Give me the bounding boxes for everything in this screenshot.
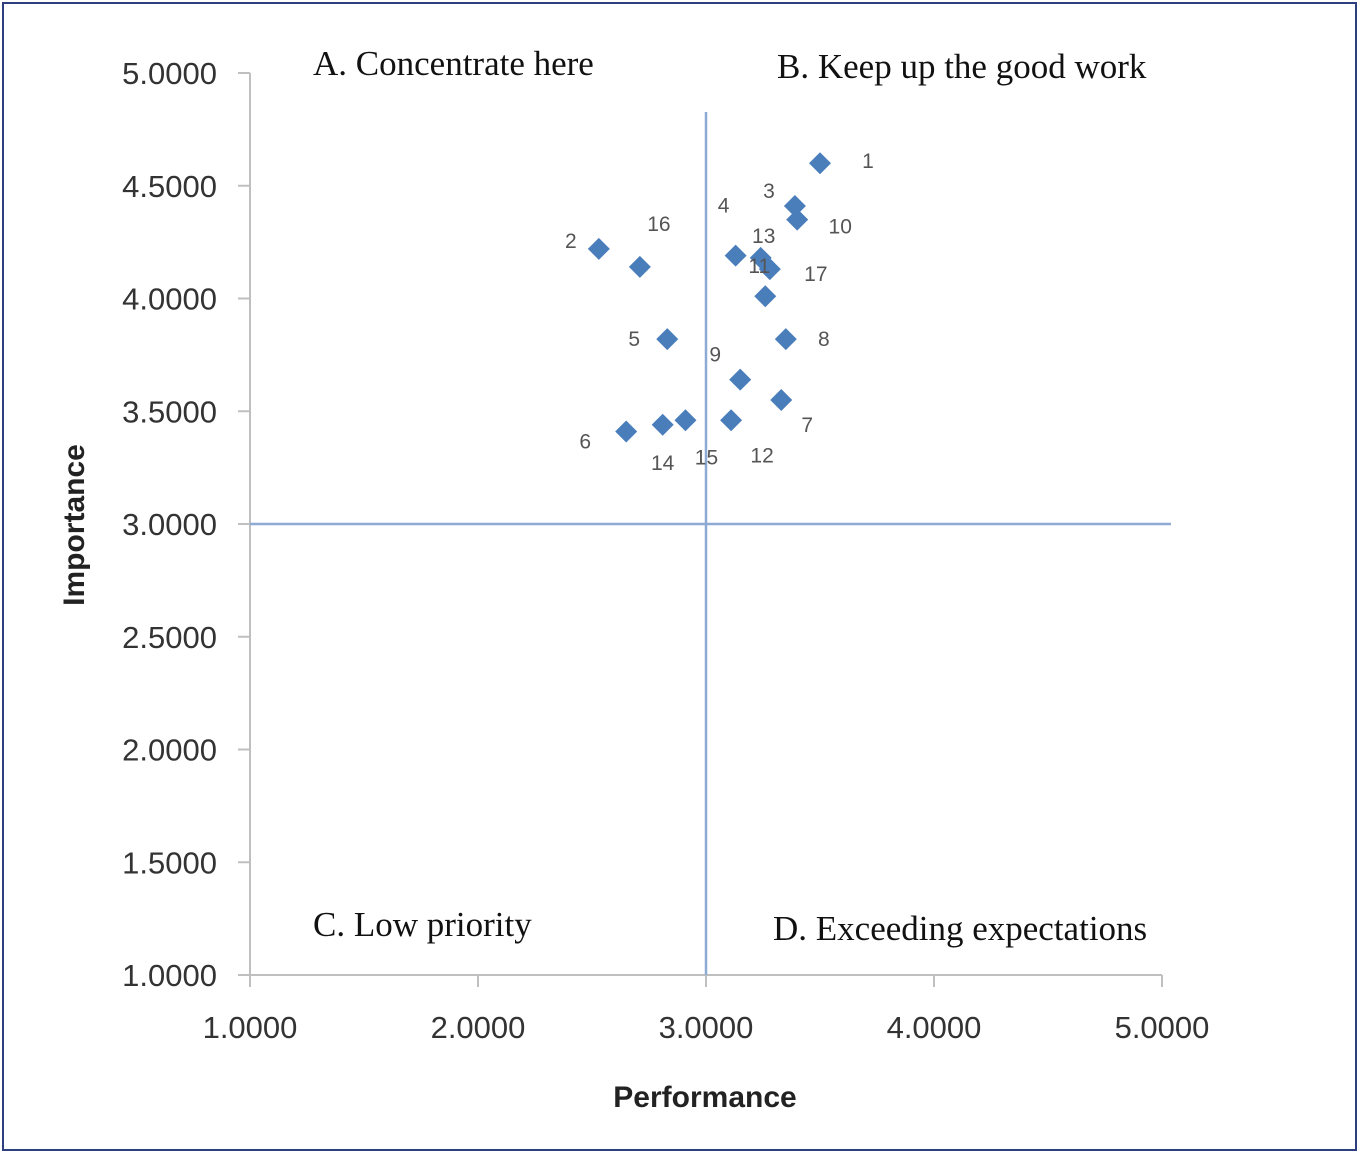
data-point-marker xyxy=(720,409,743,432)
y-tick-label: 1.0000 xyxy=(122,958,217,993)
data-point-marker xyxy=(758,258,781,281)
x-tick-label: 5.0000 xyxy=(1115,1010,1210,1045)
x-tick-label: 1.0000 xyxy=(203,1010,298,1045)
data-point-marker xyxy=(774,328,797,351)
data-point-label: 9 xyxy=(709,344,721,367)
x-tick-label: 2.0000 xyxy=(431,1010,526,1045)
data-point-marker xyxy=(754,285,777,308)
data-point-marker xyxy=(729,368,752,391)
data-point-label: 11 xyxy=(748,255,770,278)
data-point-label: 16 xyxy=(647,213,670,236)
data-point-label: 8 xyxy=(818,328,830,351)
data-point-label: 4 xyxy=(718,195,730,218)
data-point-marker xyxy=(587,237,610,260)
quadrant-c-label: C. Low priority xyxy=(313,905,532,944)
quadrant-d-label: D. Exceeding expectations xyxy=(773,909,1147,948)
data-point-marker xyxy=(783,195,806,218)
data-point-label: 12 xyxy=(750,444,773,467)
data-point-marker xyxy=(651,413,674,436)
y-tick-label: 2.0000 xyxy=(122,733,217,768)
data-points xyxy=(587,152,831,443)
y-tick-label: 5.0000 xyxy=(122,56,217,91)
data-point-marker xyxy=(786,208,809,231)
y-tick-label: 3.5000 xyxy=(122,394,217,429)
data-point-marker xyxy=(615,420,638,443)
data-point-label: 2 xyxy=(565,230,577,253)
y-tick-label: 2.5000 xyxy=(122,620,217,655)
data-point-marker xyxy=(809,152,831,175)
x-tick-label: 3.0000 xyxy=(659,1010,754,1045)
data-point-marker xyxy=(724,244,747,267)
data-point-marker xyxy=(770,388,793,411)
data-point-label: 6 xyxy=(579,431,591,454)
x-axis-title: Performance xyxy=(613,1081,796,1114)
quadrant-dividers xyxy=(250,112,1171,975)
y-axis-title: Importance xyxy=(58,444,91,606)
quadrant-b-label: B. Keep up the good work xyxy=(777,47,1147,86)
data-point-label: 14 xyxy=(651,452,675,475)
quadrant-a-label: A. Concentrate here xyxy=(313,44,594,83)
data-point-marker xyxy=(656,328,679,351)
data-point-label: 10 xyxy=(829,216,852,239)
axes: 1.0000 1.5000 2.0000 2.5000 3.0000 3.5000 4.00… xyxy=(122,56,1209,1045)
x-tick-label: 4.0000 xyxy=(887,1010,982,1045)
data-point-label: 5 xyxy=(628,328,640,351)
data-point-marker xyxy=(628,255,651,278)
y-tick-label: 3.0000 xyxy=(122,507,217,542)
data-point-label: 15 xyxy=(695,446,718,469)
y-tick-label: 4.5000 xyxy=(122,169,217,204)
data-point-marker xyxy=(674,409,697,432)
data-point-label: 3 xyxy=(763,180,775,203)
y-tick-label: 1.5000 xyxy=(122,845,217,880)
data-point-label: 7 xyxy=(801,414,813,437)
data-point-label: 1 xyxy=(862,150,874,173)
data-point-label: 13 xyxy=(752,225,775,248)
data-point-label: 17 xyxy=(804,263,827,286)
y-tick-label: 4.0000 xyxy=(122,282,217,317)
